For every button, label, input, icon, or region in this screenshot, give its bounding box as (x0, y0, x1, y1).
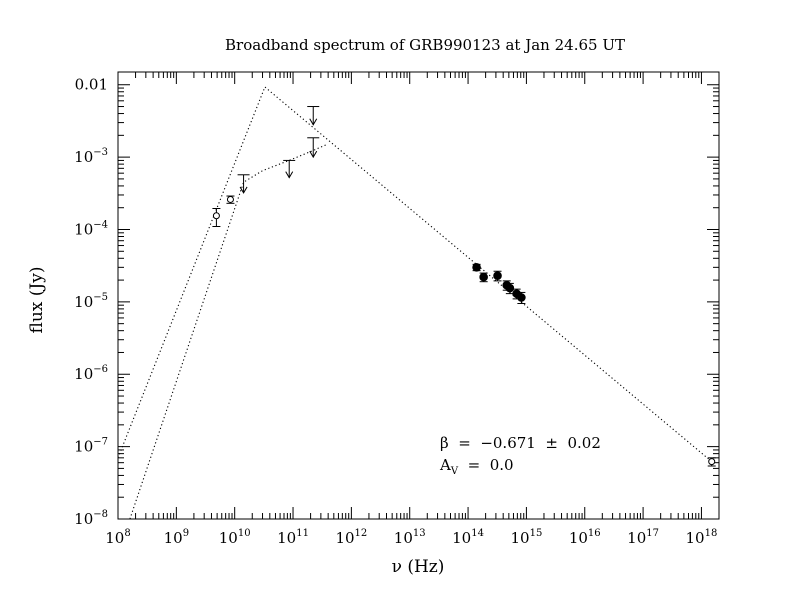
av-value: = 0.0 (458, 456, 514, 474)
data-point-open (212, 212, 220, 220)
x-tick-label: 1012 (335, 528, 367, 547)
x-tick-label: 1013 (394, 528, 426, 547)
y-tick-label: 10−4 (74, 219, 108, 238)
x-axis-title: ν (Hz) (392, 557, 445, 577)
data-point-filled (479, 272, 488, 282)
x-tick-label: 109 (164, 528, 189, 547)
upper-limit-arrow (309, 150, 318, 159)
av-annotation: AV = 0.0 (439, 456, 514, 477)
data-point-filled (493, 271, 502, 280)
y-axis-title: flux (Jy) (27, 267, 47, 334)
av-main: A (439, 456, 451, 474)
model-curve (118, 86, 713, 463)
y-tick-label: 10−5 (74, 292, 108, 311)
x-tick-label: 1014 (452, 528, 484, 547)
x-tick-label: 1016 (569, 528, 601, 547)
upper-limit-arrow (239, 186, 248, 194)
y-tick-label: 10−3 (74, 147, 108, 166)
y-tick-label: 10−8 (74, 509, 108, 528)
x-tick-label: 108 (105, 528, 130, 547)
data-point-open (708, 458, 716, 466)
av-subscript: V (450, 466, 459, 477)
chart-title: Broadband spectrum of GRB990123 at Jan 2… (225, 36, 625, 54)
upper-limit-arrow (285, 171, 294, 179)
x-tick-label: 1010 (219, 528, 251, 547)
data-point-open (226, 195, 234, 203)
data-point-filled (472, 263, 481, 272)
y-tick-label: 10−6 (74, 364, 108, 383)
y-tick-label: 0.01 (75, 76, 108, 94)
x-tick-label: 1017 (627, 528, 659, 547)
x-tick-label: 1018 (686, 528, 718, 547)
data-point-filled (505, 283, 515, 293)
plot-frame (117, 71, 720, 520)
data-point-filled (517, 293, 526, 302)
beta-annotation: β = −0.671 ± 0.02 (440, 434, 601, 452)
model-curve (129, 143, 328, 519)
y-tick-label: 10−7 (74, 437, 108, 456)
x-tick-label: 1011 (277, 528, 309, 547)
upper-limit-arrow (309, 118, 318, 126)
x-tick-label: 1015 (510, 528, 542, 547)
